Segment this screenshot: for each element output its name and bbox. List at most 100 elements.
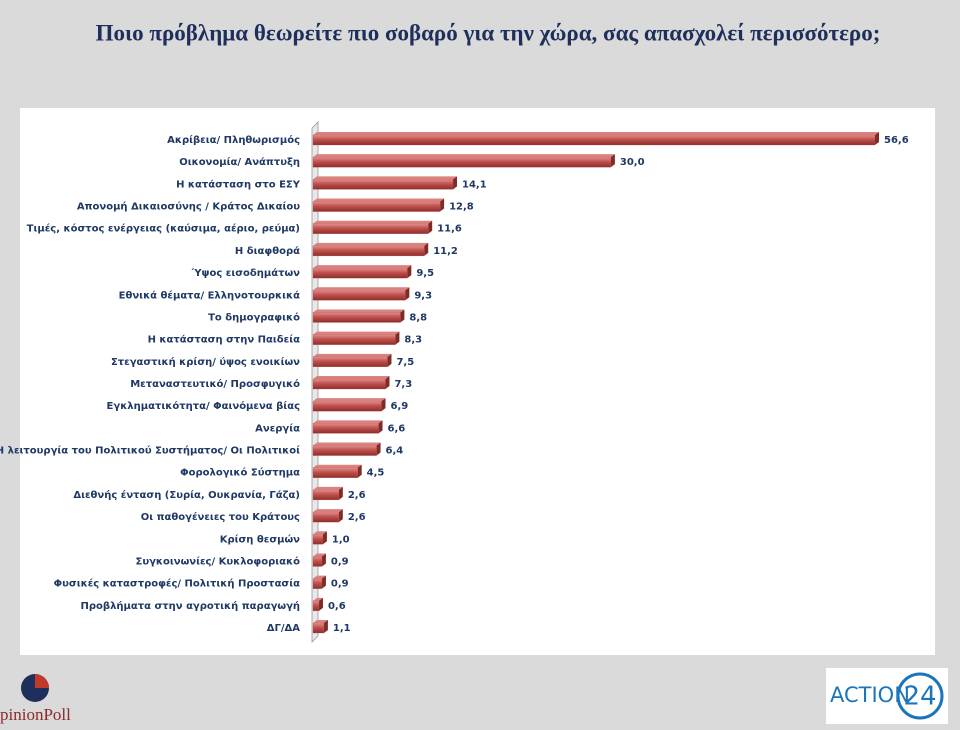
value-label: 11,6 bbox=[437, 224, 462, 235]
value-label: 1,0 bbox=[332, 534, 350, 545]
bar-top bbox=[313, 575, 326, 579]
bar-top bbox=[313, 442, 381, 446]
bar-side bbox=[875, 132, 879, 145]
value-label: 2,6 bbox=[348, 512, 366, 523]
logo-ring bbox=[896, 672, 944, 720]
category-label: Εγκληματικότητα/ Φαινόμενα βίας bbox=[107, 400, 301, 412]
bar-side bbox=[400, 309, 405, 323]
bar bbox=[312, 423, 379, 434]
value-label: 7,3 bbox=[394, 379, 412, 390]
bar-top bbox=[313, 220, 433, 224]
bar bbox=[312, 378, 386, 390]
bar-top bbox=[313, 420, 383, 424]
bar-side bbox=[385, 376, 390, 389]
bar-side bbox=[338, 509, 343, 523]
logo-slice bbox=[35, 674, 49, 688]
value-label: 8,8 bbox=[409, 312, 427, 323]
value-label: 56,6 bbox=[884, 135, 909, 146]
bar-top bbox=[313, 287, 410, 291]
bar bbox=[312, 622, 325, 634]
bar-top bbox=[313, 331, 400, 335]
value-label: 9,5 bbox=[416, 268, 434, 279]
bar bbox=[312, 134, 876, 146]
category-label: Τιμές, κόστος ενέργειας (καύσιμα, αέριο,… bbox=[27, 223, 300, 235]
bar-top bbox=[313, 464, 362, 468]
category-label: ΔΓ/ΔΑ bbox=[267, 623, 301, 634]
value-label: 12,8 bbox=[449, 202, 474, 213]
bar bbox=[312, 467, 358, 478]
bar bbox=[312, 223, 429, 234]
bar bbox=[312, 267, 408, 279]
category-label: Το δημογραφικό bbox=[208, 311, 300, 323]
value-label: 6,4 bbox=[386, 446, 404, 457]
bar-side bbox=[321, 553, 326, 567]
value-label: 0,9 bbox=[331, 579, 349, 590]
bar-top bbox=[313, 198, 445, 202]
plot-panel bbox=[20, 108, 935, 655]
bar bbox=[312, 534, 324, 545]
bar-top bbox=[313, 176, 458, 180]
value-label: 2,6 bbox=[348, 490, 366, 501]
bar-top bbox=[313, 309, 405, 313]
value-label: 0,6 bbox=[328, 601, 346, 612]
bar bbox=[312, 578, 323, 589]
value-label: 7,5 bbox=[396, 357, 414, 368]
bar-side bbox=[318, 597, 323, 611]
bar bbox=[312, 201, 441, 212]
bar bbox=[312, 245, 425, 257]
bar-side bbox=[338, 486, 343, 500]
bar-top bbox=[313, 531, 327, 535]
value-label: 6,6 bbox=[388, 423, 406, 434]
bar-side bbox=[322, 531, 327, 545]
bar bbox=[312, 556, 323, 567]
bar-side bbox=[407, 265, 412, 279]
value-label: 6,9 bbox=[391, 401, 409, 412]
bar bbox=[312, 312, 401, 323]
bar bbox=[312, 600, 320, 611]
bar-top bbox=[313, 398, 386, 402]
category-label: Ανεργία bbox=[255, 422, 300, 434]
bar bbox=[312, 445, 377, 456]
bar-side bbox=[453, 176, 458, 190]
bar-top bbox=[313, 486, 343, 490]
chart-title: Ποιο πρόβλημα θεωρείτε πιο σοβαρό για τη… bbox=[96, 20, 881, 45]
category-label: Προβλήματα στην αγροτική παραγωγή bbox=[81, 600, 300, 612]
category-label: Στεγαστική κρίση/ ύψος ενοικίων bbox=[111, 356, 300, 368]
bar-top bbox=[313, 154, 615, 158]
category-label: Ακρίβεια/ Πληθωρισμός bbox=[167, 134, 300, 146]
value-label: 9,3 bbox=[414, 290, 432, 301]
bar-top bbox=[313, 597, 323, 601]
bar-top bbox=[313, 509, 343, 513]
bar-side bbox=[424, 242, 429, 256]
category-label: Η κατάσταση στην Παιδεία bbox=[148, 334, 301, 346]
value-label: 30,0 bbox=[620, 157, 645, 168]
category-label: Ύψος εισοδημάτων bbox=[191, 267, 300, 279]
bar-side bbox=[376, 442, 381, 456]
category-label: Φορολογικό Σύστημα bbox=[180, 467, 300, 479]
logo-left: pinionPoll bbox=[0, 705, 71, 724]
logo-right-number: 24 bbox=[903, 682, 936, 712]
bar bbox=[312, 179, 454, 190]
bar bbox=[312, 334, 396, 345]
category-label: Φυσικές καταστροφές/ Πολιτική Προστασία bbox=[54, 578, 300, 590]
category-label: Διεθνής ένταση (Συρία, Ουκρανία, Γάζα) bbox=[73, 489, 300, 501]
value-label: 11,2 bbox=[433, 246, 458, 257]
bar-side bbox=[321, 575, 326, 589]
value-label: 8,3 bbox=[404, 335, 422, 346]
category-label: Οικονομία/ Ανάπτυξη bbox=[179, 156, 300, 168]
bar bbox=[312, 157, 612, 168]
bar-top bbox=[313, 553, 326, 557]
bar-side bbox=[395, 331, 400, 345]
bar bbox=[312, 290, 406, 301]
category-label: Μεταναστευτικό/ Προσφυγικό bbox=[130, 378, 300, 390]
bar-top bbox=[313, 132, 879, 135]
bar-side bbox=[610, 154, 615, 168]
category-label: Εθνικά θέματα/ Ελληνοτουρκικά bbox=[119, 289, 300, 301]
value-label: 0,9 bbox=[331, 556, 349, 567]
bar-top bbox=[313, 265, 412, 269]
bar-side bbox=[405, 287, 410, 301]
value-label: 14,1 bbox=[462, 179, 487, 190]
category-label: Η κατάσταση στο ΕΣΥ bbox=[176, 178, 301, 190]
logo-right-box bbox=[826, 668, 948, 724]
